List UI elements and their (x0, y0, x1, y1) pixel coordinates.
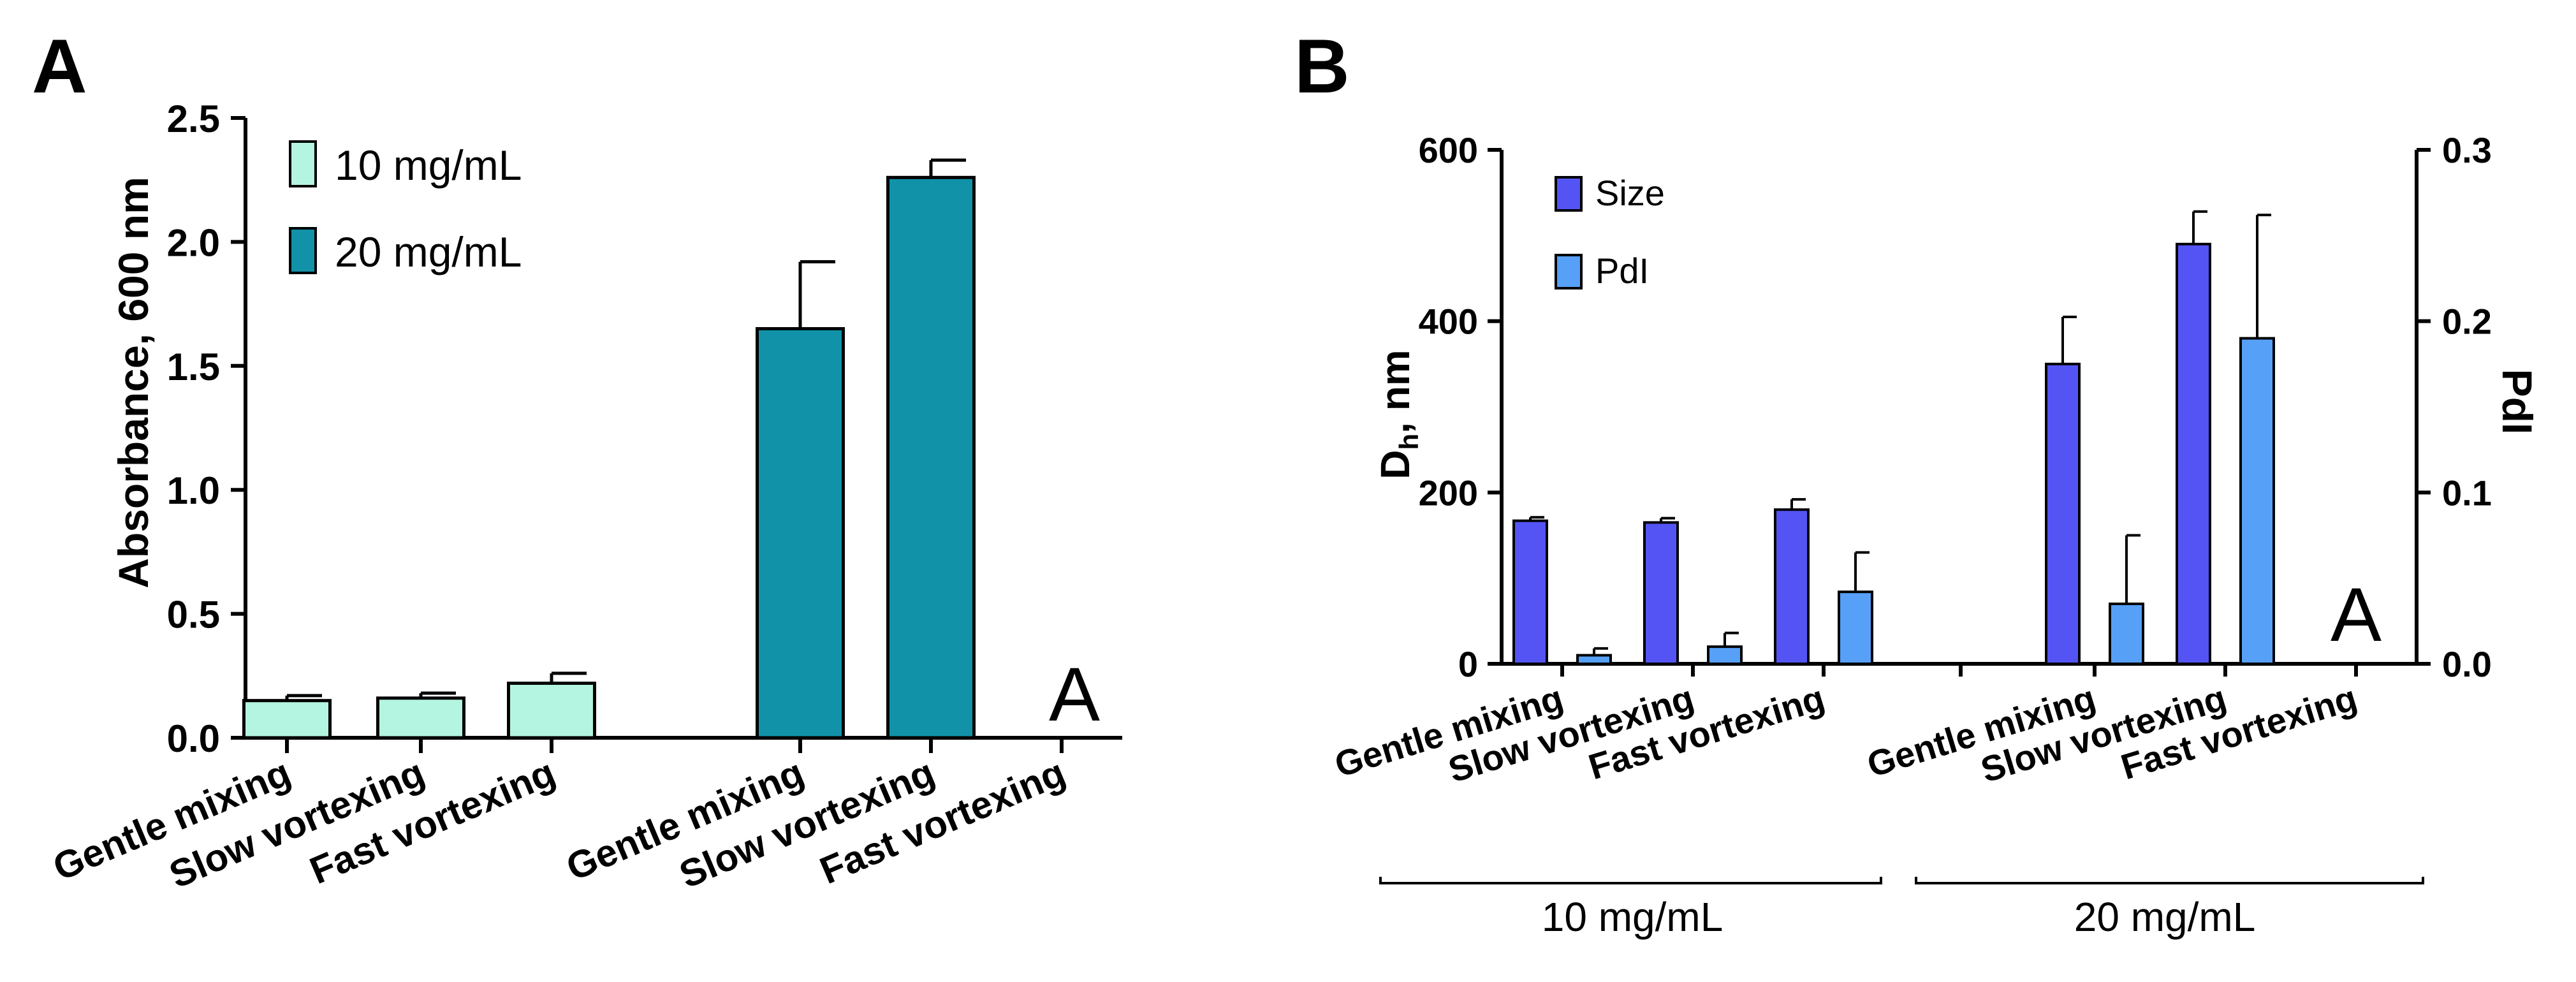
panel-a-y-tick-label: 2.5 (167, 98, 220, 140)
group-bracket-10mg (1379, 877, 1882, 884)
legend-label-size: Size (1595, 173, 1665, 213)
panel-b-label: B (1294, 24, 1350, 109)
panel-b-size-bar (1643, 521, 1679, 665)
legend-label-10mg: 10 mg/mL (335, 142, 522, 189)
panel-a-bar (756, 326, 845, 740)
panel-a-y-axis-label: Absorbance, 600 nm (110, 177, 157, 589)
legend-swatch-size (1555, 176, 1583, 212)
panel-b-size-bar (1512, 519, 1548, 665)
panel-b-size-bar (1774, 508, 1810, 666)
panel-a-y-tick-label: 2.0 (167, 221, 220, 264)
panel-b-y-tick-label: 400 (1419, 302, 1478, 342)
panel-b-pdi-bar (1838, 590, 1873, 665)
panel-b-y-tick-label: 0 (1458, 644, 1478, 684)
group-label-10mg: 10 mg/mL (1542, 894, 1723, 940)
legend-swatch-10mg (289, 140, 317, 187)
panel-b-y2-tick-label: 0.2 (2442, 302, 2492, 342)
panel-a-bar (242, 699, 332, 740)
panel-b-pdi-bar (1576, 654, 1612, 665)
panel-a-label: A (32, 24, 87, 109)
panel-b-annotation: A (2331, 572, 2382, 657)
panel-a-y-tick-label: 1.0 (167, 469, 220, 512)
group-label-20mg: 20 mg/mL (2074, 894, 2256, 940)
panel-b-size-bar (2045, 362, 2081, 665)
panel-a-y-tick-label: 0.5 (167, 594, 220, 636)
panel-b-size-bar (2176, 242, 2211, 665)
panel-a-bar (507, 681, 596, 740)
panel-a-bar (376, 696, 465, 740)
panel-b-pdi-bar (2239, 337, 2275, 665)
panel-b-y-tick-label: 600 (1419, 130, 1478, 170)
panel-b-y2-tick-label: 0.1 (2442, 473, 2492, 513)
panel-a-y-tick-label: 1.5 (167, 346, 220, 388)
panel-a-bar (886, 175, 976, 740)
legend-swatch-pdi (1555, 254, 1583, 289)
panel-a-annotation: A (1049, 652, 1100, 737)
panel-a-y-tick-label: 0.0 (167, 717, 220, 760)
panel-b-y2-tick-label: 0.3 (2442, 130, 2492, 170)
legend-label-pdi: PdI (1595, 251, 1649, 291)
panel-b-pdi-bar (2109, 602, 2144, 666)
panel-a: A Absorbance, 600 nm 0.00.51.01.52.02.5 … (32, 24, 1122, 897)
panel-b-y-tick-label: 200 (1419, 473, 1478, 513)
group-bracket-20mg (1915, 877, 2424, 884)
panel-b-y2-tick-label: 0.0 (2442, 644, 2492, 684)
legend-swatch-20mg (289, 227, 317, 274)
panel-b-y-axis-label: Dh, nm (1372, 349, 1424, 479)
legend-label-20mg: 20 mg/mL (335, 228, 522, 275)
panel-b-pdi-bar (1707, 645, 1743, 666)
panel-b-y2-axis-label: PdI (2494, 369, 2541, 435)
